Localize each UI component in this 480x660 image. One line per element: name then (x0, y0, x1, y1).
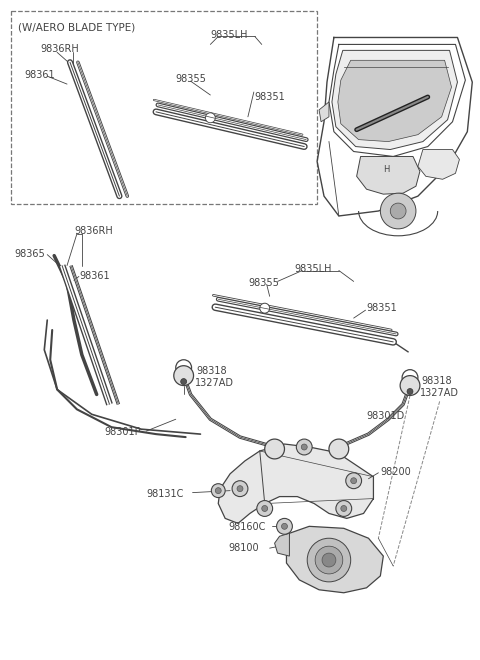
Circle shape (262, 506, 268, 512)
Text: 98200: 98200 (380, 467, 411, 477)
Text: 98351: 98351 (255, 92, 286, 102)
Polygon shape (332, 50, 457, 150)
Circle shape (260, 303, 270, 313)
Text: 98318: 98318 (422, 376, 453, 385)
Circle shape (174, 366, 193, 385)
Text: 98365: 98365 (14, 249, 46, 259)
Circle shape (237, 486, 243, 492)
Circle shape (351, 478, 357, 484)
Bar (11, 11, 317, 204)
Text: 1327AD: 1327AD (194, 378, 234, 387)
Polygon shape (287, 526, 384, 593)
Circle shape (346, 473, 361, 488)
Circle shape (211, 484, 225, 498)
Circle shape (380, 193, 416, 229)
Text: 98355: 98355 (176, 74, 206, 84)
Text: 98301P: 98301P (105, 427, 141, 437)
Circle shape (276, 518, 292, 534)
Circle shape (180, 379, 187, 385)
Circle shape (390, 203, 406, 219)
Text: 9835LH: 9835LH (294, 263, 332, 273)
Circle shape (329, 439, 349, 459)
Circle shape (301, 444, 307, 450)
Circle shape (216, 488, 221, 494)
Text: 98361: 98361 (80, 271, 110, 280)
Polygon shape (218, 444, 373, 523)
Polygon shape (418, 150, 459, 180)
Text: 98355: 98355 (248, 279, 279, 288)
Circle shape (257, 500, 273, 516)
Text: 98351: 98351 (367, 303, 397, 313)
Circle shape (341, 506, 347, 512)
Circle shape (296, 439, 312, 455)
Circle shape (400, 376, 420, 395)
Text: 9836RH: 9836RH (74, 226, 113, 236)
Circle shape (407, 389, 413, 395)
Circle shape (322, 553, 336, 567)
Circle shape (264, 439, 285, 459)
Polygon shape (357, 156, 420, 194)
Circle shape (232, 480, 248, 496)
Text: 98160C: 98160C (228, 522, 265, 533)
Text: 98100: 98100 (228, 543, 259, 553)
Circle shape (402, 370, 418, 385)
Text: 98318: 98318 (196, 366, 227, 376)
Text: 98131C: 98131C (146, 488, 183, 499)
Text: 9836RH: 9836RH (40, 44, 79, 54)
Text: 9835LH: 9835LH (210, 30, 248, 40)
Circle shape (336, 500, 352, 516)
Polygon shape (338, 60, 452, 142)
Circle shape (205, 113, 216, 123)
Circle shape (315, 546, 343, 574)
Text: 98301D: 98301D (367, 411, 405, 421)
Polygon shape (319, 102, 329, 121)
Text: 98361: 98361 (24, 70, 55, 81)
Circle shape (307, 539, 351, 582)
Text: H: H (383, 165, 389, 174)
Polygon shape (275, 533, 289, 556)
Circle shape (176, 360, 192, 376)
Text: (W/AERO BLADE TYPE): (W/AERO BLADE TYPE) (18, 22, 135, 32)
Circle shape (281, 523, 288, 529)
Text: 1327AD: 1327AD (420, 387, 459, 397)
